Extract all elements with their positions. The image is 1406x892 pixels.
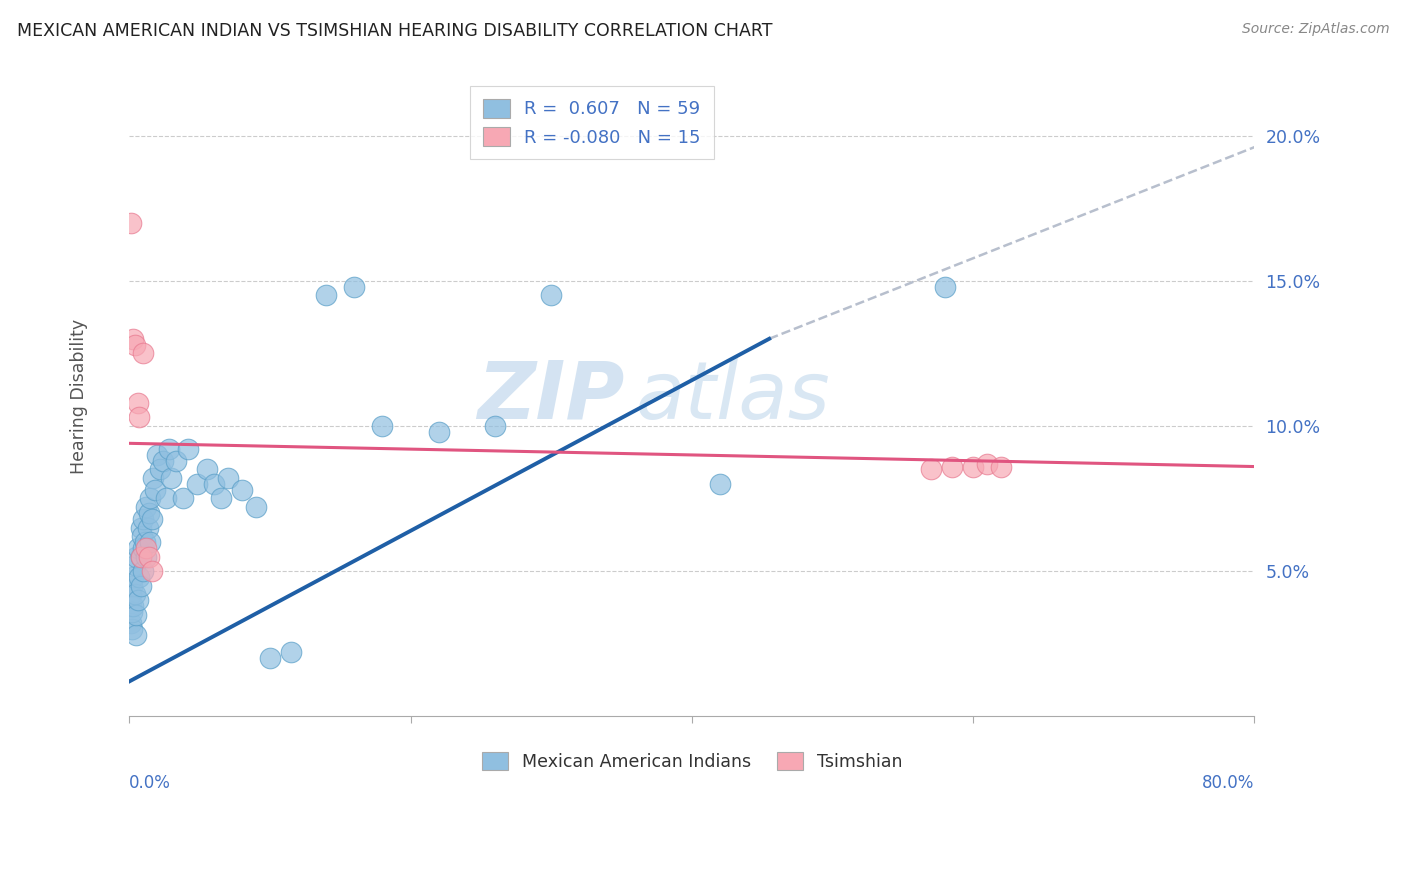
Point [934,279,956,293]
Point [120,616,142,631]
Text: ZIP: ZIP [477,358,624,436]
Point [709,477,731,491]
Point [129,549,152,564]
Point [134,535,156,549]
Point [209,491,232,506]
Point [160,471,183,485]
Point [120,587,142,601]
Point [132,564,155,578]
Point [962,459,984,474]
Point [990,459,1012,474]
Text: Hearing Disability: Hearing Disability [70,319,87,475]
Point [122,599,145,613]
Point [122,332,145,346]
Point [141,512,163,526]
Point [127,593,149,607]
Point [129,549,152,564]
Point [165,454,187,468]
Point [146,448,169,462]
Point [121,622,143,636]
Point [120,599,142,613]
Legend: Mexican American Indians, Tsimshian: Mexican American Indians, Tsimshian [475,745,910,778]
Point [122,570,145,584]
Point [315,288,337,302]
Point [149,462,172,476]
Point [128,410,150,425]
Point [484,418,506,433]
Point [152,454,174,468]
Point [139,535,162,549]
Point [125,549,148,564]
Point [136,520,159,534]
Point [202,477,225,491]
Point [177,442,200,457]
Point [121,579,143,593]
Point [143,483,166,497]
Point [141,564,163,578]
Point [138,549,160,564]
Point [125,607,148,622]
Point [343,279,366,293]
Point [941,459,963,474]
Point [135,500,157,515]
Point [139,491,162,506]
Point [142,471,165,485]
Point [125,628,148,642]
Text: 0.0%: 0.0% [129,774,172,792]
Point [124,558,146,573]
Point [186,477,208,491]
Point [132,346,155,360]
Point [231,483,253,497]
Point [195,462,218,476]
Point [124,587,146,601]
Point [128,570,150,584]
Point [157,442,180,457]
Point [127,541,149,555]
Point [155,491,177,506]
Point [121,605,143,619]
Point [217,471,239,485]
Point [135,541,157,555]
Point [427,425,450,439]
Text: Source: ZipAtlas.com: Source: ZipAtlas.com [1241,22,1389,37]
Point [172,491,194,506]
Point [135,549,157,564]
Point [540,288,562,302]
Text: atlas: atlas [636,358,831,436]
Point [371,418,394,433]
Point [131,529,153,543]
Point [259,651,281,665]
Point [920,462,942,476]
Text: MEXICAN AMERICAN INDIAN VS TSIMSHIAN HEARING DISABILITY CORRELATION CHART: MEXICAN AMERICAN INDIAN VS TSIMSHIAN HEA… [17,22,772,40]
Point [129,520,152,534]
Point [132,541,155,555]
Point [127,395,149,409]
Point [245,500,267,515]
Point [976,457,998,471]
Point [138,506,160,520]
Point [132,512,155,526]
Point [124,337,146,351]
Point [120,216,142,230]
Point [280,645,302,659]
Point [129,579,152,593]
Text: 80.0%: 80.0% [1202,774,1254,792]
